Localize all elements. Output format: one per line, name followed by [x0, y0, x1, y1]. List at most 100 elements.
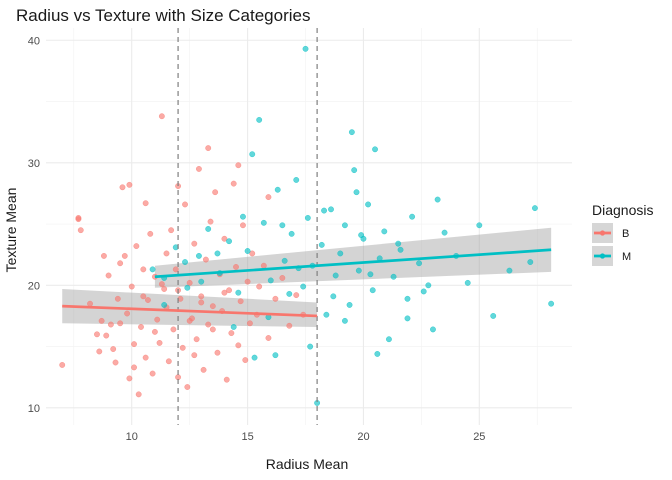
data-point-m: [230, 324, 237, 330]
data-point-m: [351, 167, 358, 174]
data-point-b: [223, 376, 230, 383]
data-point-b: [272, 295, 279, 302]
data-point-b: [96, 348, 103, 355]
data-point-b: [198, 299, 205, 306]
data-point-m: [416, 260, 422, 267]
data-point-m: [420, 288, 427, 295]
data-point-b: [117, 320, 124, 327]
reference-lines: [177, 28, 318, 425]
data-point-b: [249, 250, 256, 257]
data-point-m: [395, 240, 402, 247]
data-point-m: [506, 267, 513, 274]
trend-line-m: [154, 248, 552, 279]
x-tick-label: 25: [473, 431, 485, 443]
data-point-m: [260, 219, 267, 226]
data-point-m: [196, 253, 202, 259]
data-point-b: [226, 287, 232, 294]
confidence-bands: [62, 227, 552, 327]
data-point-b: [135, 391, 142, 398]
data-point-b: [170, 326, 177, 333]
data-point-m: [532, 205, 538, 212]
data-point-b: [209, 326, 216, 333]
data-point-m: [328, 206, 334, 213]
data-point-b: [265, 194, 272, 200]
trend-lines: [62, 248, 552, 318]
data-point-b: [233, 264, 239, 270]
data-point-m: [386, 336, 392, 343]
data-point-m: [274, 186, 281, 193]
data-point-b: [186, 317, 193, 324]
data-point-b: [196, 166, 202, 172]
data-point-m: [353, 189, 360, 196]
y-tick-label: 40: [28, 35, 40, 47]
data-point-b: [131, 364, 137, 371]
data-point-b: [121, 253, 128, 259]
data-point-m: [369, 287, 376, 294]
data-point-m: [286, 290, 293, 297]
data-point-b: [126, 375, 133, 382]
data-point-b: [184, 384, 191, 390]
data-point-m: [527, 259, 534, 265]
data-point-m: [374, 351, 381, 357]
data-point-m: [425, 282, 432, 289]
data-point-m: [279, 222, 286, 229]
data-point-m: [307, 343, 314, 350]
data-point-b: [191, 240, 198, 247]
data-point-b: [105, 272, 112, 279]
data-point-m: [404, 295, 411, 302]
data-point-b: [247, 320, 253, 327]
data-point-b: [198, 293, 205, 300]
data-point-b: [172, 266, 179, 273]
data-point-b: [235, 162, 242, 169]
data-point-b: [156, 340, 163, 346]
data-point-b: [163, 250, 170, 257]
data-point-m: [205, 226, 212, 232]
x-axis-title: Radius Mean: [266, 456, 349, 472]
data-point-m: [346, 302, 353, 308]
data-point-m: [251, 354, 258, 361]
data-point-m: [323, 311, 330, 318]
data-point-b: [193, 336, 200, 343]
data-point-b: [240, 222, 246, 229]
data-point-m: [358, 232, 365, 238]
confidence-band-b: [62, 288, 318, 327]
data-point-b: [200, 366, 207, 373]
trend-line-b: [62, 304, 318, 318]
data-point-b: [182, 201, 188, 208]
x-tick-label: 20: [357, 431, 369, 443]
data-point-b: [235, 342, 242, 349]
data-point-b: [256, 283, 263, 290]
data-point-m: [226, 238, 232, 245]
data-point-m: [149, 266, 156, 273]
data-point-m: [434, 196, 441, 203]
data-point-b: [154, 316, 161, 323]
data-point-b: [124, 310, 131, 317]
data-point-m: [348, 129, 355, 136]
data-point-b: [110, 346, 117, 352]
data-point-m: [281, 257, 288, 264]
data-point-m: [249, 151, 256, 158]
data-point-b: [205, 321, 212, 328]
data-point-b: [228, 330, 235, 337]
data-point-b: [94, 331, 100, 338]
data-point-m: [355, 267, 362, 274]
data-point-b: [161, 286, 168, 292]
legend-label-m: M: [622, 251, 631, 263]
data-point-b: [293, 292, 300, 299]
data-point-b: [133, 243, 140, 250]
data-point-b: [265, 335, 272, 341]
data-point-b: [140, 293, 147, 300]
legend-label-b: B: [622, 228, 629, 240]
data-point-m: [214, 250, 221, 257]
data-point-b: [101, 253, 107, 259]
data-point-b: [107, 321, 114, 328]
data-point-m: [288, 230, 295, 237]
data-point-m: [490, 313, 497, 319]
data-point-b: [140, 266, 147, 273]
data-point-b: [152, 328, 158, 335]
chart-title: Radius vs Texture with Size Categories: [16, 6, 311, 25]
data-point-b: [212, 189, 219, 196]
data-point-m: [332, 272, 339, 279]
data-point-m: [198, 278, 205, 285]
